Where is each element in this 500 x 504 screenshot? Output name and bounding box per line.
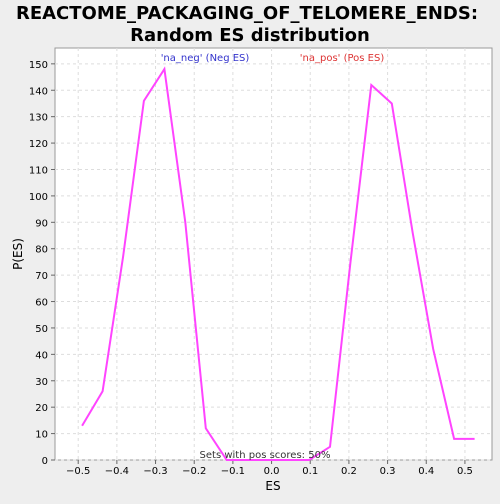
x-tick-label: −0.2	[182, 466, 206, 477]
x-tick-label: 0.0	[264, 466, 280, 477]
y-tick-label: 110	[29, 165, 48, 176]
x-tick-label: 0.5	[457, 466, 473, 477]
y-tick-label: 60	[35, 298, 48, 309]
x-tick-label: 0.1	[302, 466, 318, 477]
x-tick-label: −0.3	[143, 466, 167, 477]
y-tick-label: 30	[35, 377, 48, 388]
x-tick-label: 0.3	[380, 466, 396, 477]
y-tick-label: 100	[29, 192, 48, 203]
y-tick-label: 130	[29, 113, 48, 124]
y-tick-label: 140	[29, 86, 48, 97]
chart-title-line-1: REACTOME_PACKAGING_OF_TELOMERE_ENDS:	[16, 3, 478, 24]
x-tick-label: −0.4	[105, 466, 129, 477]
y-tick-label: 40	[35, 350, 48, 361]
pos-scores-annotation: Sets with pos scores: 50%	[200, 450, 331, 461]
y-tick-label: 0	[42, 456, 48, 467]
y-tick-label: 10	[35, 430, 48, 441]
x-tick-label: −0.5	[66, 466, 90, 477]
x-tick-label: 0.4	[418, 466, 434, 477]
y-tick-label: 80	[35, 245, 48, 256]
x-tick-label: 0.2	[341, 466, 357, 477]
y-tick-label: 90	[35, 218, 48, 229]
y-tick-label: 120	[29, 139, 48, 150]
y-tick-label: 70	[35, 271, 48, 282]
neg-annotation: 'na_neg' (Neg ES)	[161, 53, 250, 64]
x-tick-label: −0.1	[221, 466, 245, 477]
y-tick-label: 150	[29, 60, 48, 71]
y-axis-label: P(ES)	[11, 238, 25, 270]
y-tick-label: 20	[35, 403, 48, 414]
y-tick-label: 50	[35, 324, 48, 335]
chart-title-line-2: Random ES distribution	[130, 25, 370, 46]
x-axis-label: ES	[265, 479, 280, 493]
pos-annotation: 'na_pos' (Pos ES)	[300, 53, 385, 64]
